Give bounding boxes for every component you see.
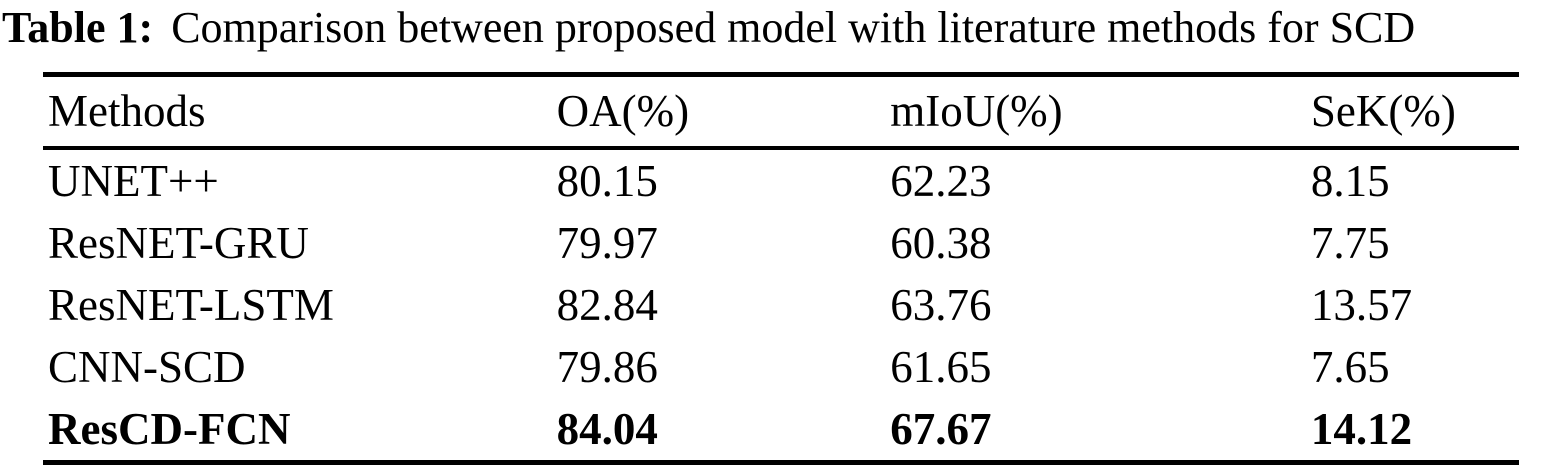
method-cell: ResNET-GRU [48,217,309,268]
oa-cell: 79.97 [556,217,658,268]
table-row: CNN-SCD 79.86 61.65 7.65 [43,336,1519,398]
miou-cell: 60.38 [890,217,992,268]
miou-cell: 67.67 [890,403,992,454]
method-cell: CNN-SCD [48,341,246,392]
sek-cell: 8.15 [1310,155,1390,206]
oa-cell: 80.15 [556,155,658,206]
table-caption: Table 1: Comparison between proposed mode… [2,2,1415,55]
miou-cell: 61.65 [890,341,992,392]
miou-cell: 62.23 [890,155,992,206]
table-row: UNET++ 80.15 62.23 8.15 [43,148,1519,212]
table-row-proposed-model: ResCD-FCN 84.04 67.67 14.12 [43,398,1519,463]
table-row: ResNET-LSTM 82.84 63.76 13.57 [43,274,1519,336]
oa-cell: 79.86 [556,341,658,392]
method-cell: ResNET-LSTM [48,279,334,330]
sek-cell: 7.65 [1310,341,1390,392]
miou-cell: 63.76 [890,279,992,330]
table-caption-text: Comparison between proposed model with l… [171,3,1416,52]
sek-cell: 14.12 [1310,403,1413,454]
header-row: Methods OA(%) mIoU(%) SeK(%) [43,75,1519,148]
sek-cell: 13.57 [1310,279,1413,330]
column-header-oa: OA(%) [556,86,690,136]
oa-cell: 82.84 [556,279,658,330]
results-table: Methods OA(%) mIoU(%) SeK(%) UNET++ 80.1… [43,72,1519,465]
table-caption-label: Table 1: [2,3,154,52]
column-header-sek: SeK(%) [1310,86,1456,136]
column-header-miou: mIoU(%) [890,86,1063,136]
column-header-methods: Methods [48,86,206,136]
oa-cell: 84.04 [556,403,658,454]
table-row: ResNET-GRU 79.97 60.38 7.75 [43,212,1519,274]
method-cell: ResCD-FCN [48,403,291,454]
sek-cell: 7.75 [1310,217,1390,268]
method-cell: UNET++ [48,155,219,206]
